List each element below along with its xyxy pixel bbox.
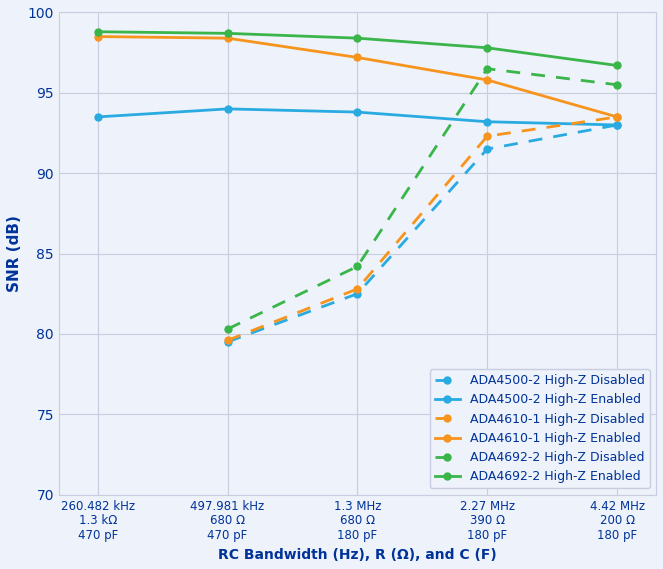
- ADA4692-2 High-Z Disabled: [483, 65, 491, 72]
- ADA4692-2 High-Z Enabled: [483, 44, 491, 51]
- ADA4500-2 High-Z Enabled: [353, 109, 361, 116]
- ADA4500-2 High-Z Disabled: [613, 122, 621, 129]
- ADA4500-2 High-Z Enabled: [483, 118, 491, 125]
- ADA4500-2 High-Z Enabled: [223, 105, 231, 112]
- ADA4610-1 High-Z Enabled: [613, 113, 621, 120]
- ADA4692-2 High-Z Enabled: [353, 35, 361, 42]
- Line: ADA4692-2 High-Z Disabled: ADA4692-2 High-Z Disabled: [224, 65, 621, 332]
- ADA4500-2 High-Z Disabled: [223, 339, 231, 345]
- X-axis label: RC Bandwidth (Hz), R (Ω), and C (F): RC Bandwidth (Hz), R (Ω), and C (F): [218, 548, 497, 562]
- ADA4692-2 High-Z Disabled: [223, 325, 231, 332]
- Line: ADA4500-2 High-Z Enabled: ADA4500-2 High-Z Enabled: [94, 105, 621, 129]
- ADA4610-1 High-Z Enabled: [223, 35, 231, 42]
- ADA4610-1 High-Z Enabled: [353, 54, 361, 61]
- ADA4692-2 High-Z Enabled: [93, 28, 101, 35]
- ADA4500-2 High-Z Disabled: [483, 146, 491, 152]
- Legend: ADA4500-2 High-Z Disabled, ADA4500-2 High-Z Enabled, ADA4610-1 High-Z Disabled, : ADA4500-2 High-Z Disabled, ADA4500-2 Hig…: [430, 369, 650, 488]
- Line: ADA4610-1 High-Z Enabled: ADA4610-1 High-Z Enabled: [94, 33, 621, 121]
- ADA4692-2 High-Z Enabled: [223, 30, 231, 37]
- ADA4610-1 High-Z Disabled: [353, 286, 361, 292]
- ADA4500-2 High-Z Enabled: [93, 113, 101, 120]
- ADA4500-2 High-Z Enabled: [613, 122, 621, 129]
- ADA4692-2 High-Z Disabled: [613, 81, 621, 88]
- Line: ADA4610-1 High-Z Disabled: ADA4610-1 High-Z Disabled: [224, 113, 621, 344]
- ADA4610-1 High-Z Disabled: [223, 337, 231, 344]
- ADA4610-1 High-Z Disabled: [613, 113, 621, 120]
- Y-axis label: SNR (dB): SNR (dB): [7, 215, 22, 292]
- ADA4610-1 High-Z Enabled: [483, 77, 491, 84]
- ADA4500-2 High-Z Disabled: [353, 290, 361, 297]
- ADA4692-2 High-Z Disabled: [353, 263, 361, 270]
- ADA4610-1 High-Z Disabled: [483, 133, 491, 139]
- ADA4692-2 High-Z Enabled: [613, 62, 621, 69]
- Line: ADA4500-2 High-Z Disabled: ADA4500-2 High-Z Disabled: [224, 122, 621, 345]
- ADA4610-1 High-Z Enabled: [93, 33, 101, 40]
- Line: ADA4692-2 High-Z Enabled: ADA4692-2 High-Z Enabled: [94, 28, 621, 69]
